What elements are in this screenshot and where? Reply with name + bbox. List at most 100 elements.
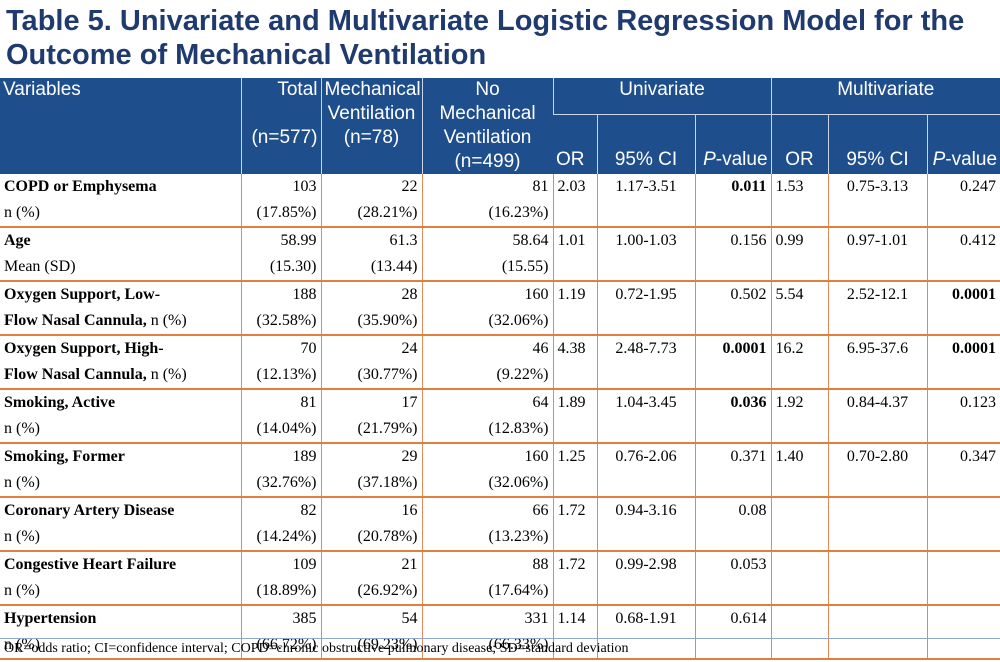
header-mechanical-ventilation: Mechanical Ventilation (n=78) xyxy=(320,78,422,174)
univariate-or-cell: 1.72 xyxy=(552,551,597,605)
multivariate-or-cell: 0.99 xyxy=(770,227,829,281)
table-title: Table 5. Univariate and Multivariate Log… xyxy=(6,5,965,71)
univariate-p-cell: 0.614 xyxy=(694,605,772,659)
univariate-or-cell: 4.38 xyxy=(552,335,597,389)
univariate-p-cell: 0.08 xyxy=(694,497,772,551)
table-row: Smoking, Former n (%) 189 (32.76%) 29 (37.18%… xyxy=(0,443,1000,497)
univariate-p-cell: 0.053 xyxy=(694,551,772,605)
table-row: Coronary Artery Disease n (%) 82 (14.24%) 16… xyxy=(0,497,1000,551)
univariate-or-cell: 1.19 xyxy=(552,281,597,335)
no-mechanical-ventilation-cell: 58.64 (15.55) xyxy=(421,227,553,281)
total-cell: 109 (18.89%) xyxy=(240,551,321,605)
table-row: Age Mean (SD) 58.99 (15.30) 61.3 (13.44) 58.64… xyxy=(0,227,1000,281)
mechanical-ventilation-cell: 17 (21.79%) xyxy=(320,389,422,443)
univariate-p-cell: 0.011 xyxy=(694,174,772,227)
univariate-or-cell: 1.89 xyxy=(552,389,597,443)
univariate-or-cell: 2.03 xyxy=(552,174,597,227)
multivariate-or-cell xyxy=(770,605,829,659)
total-cell: 189 (32.76%) xyxy=(240,443,321,497)
multivariate-or-cell: 1.92 xyxy=(770,389,829,443)
no-mechanical-ventilation-cell: 160 (32.06%) xyxy=(421,281,553,335)
univariate-ci-cell: 0.76-2.06 xyxy=(596,443,695,497)
multivariate-or-cell xyxy=(770,497,829,551)
univariate-ci-cell: 0.94-3.16 xyxy=(596,497,695,551)
univariate-or-cell: 1.25 xyxy=(552,443,597,497)
table-row: Oxygen Support, Low- Flow Nasal Cannula, … xyxy=(0,281,1000,335)
mechanical-ventilation-cell: 28 (35.90%) xyxy=(320,281,422,335)
total-cell: 58.99 (15.30) xyxy=(240,227,321,281)
header-multivariate-or: OR xyxy=(770,113,829,174)
header-no-mechanical-ventilation: No Mechanical Ventilation (n=499) xyxy=(421,78,553,174)
mechanical-ventilation-cell: 54 (69.23%) xyxy=(320,605,422,659)
mechanical-ventilation-cell: 16 (20.78%) xyxy=(320,497,422,551)
header-univariate: Univariate xyxy=(552,78,772,115)
total-cell: 70 (12.13%) xyxy=(240,335,321,389)
multivariate-ci-cell: 0.75-3.13 xyxy=(827,174,928,227)
header-multivariate: Multivariate xyxy=(770,78,1000,115)
no-mechanical-ventilation-cell: 88 (17.64%) xyxy=(421,551,553,605)
multivariate-p-cell xyxy=(926,605,1000,659)
multivariate-ci-cell: 0.84-4.37 xyxy=(827,389,928,443)
no-mechanical-ventilation-cell: 160 (32.06%) xyxy=(421,443,553,497)
variable-cell: Oxygen Support, High- Flow Nasal Cannula,… xyxy=(4,340,187,383)
header-univariate-p: P-value xyxy=(694,113,772,174)
table-row: Smoking, Active n (%) 81 (14.04%) 17 (21.79%)… xyxy=(0,389,1000,443)
regression-table: Variables Total (n=577) Mechanical Ventila… xyxy=(0,78,1000,660)
multivariate-p-cell: 0.347 xyxy=(926,443,1000,497)
table-body: COPD or Emphysema n (%) 103 (17.85%) 22 (28.2… xyxy=(0,174,1000,659)
variable-cell: Oxygen Support, Low- Flow Nasal Cannula, … xyxy=(4,286,187,329)
univariate-or-cell: 1.72 xyxy=(552,497,597,551)
header-multivariate-ci: 95% CI xyxy=(827,113,928,174)
multivariate-ci-cell: 6.95-37.6 xyxy=(827,335,928,389)
variable-cell: Smoking, Active n (%) xyxy=(4,394,116,437)
univariate-ci-cell: 1.04-3.45 xyxy=(596,389,695,443)
no-mechanical-ventilation-cell: 46 (9.22%) xyxy=(421,335,553,389)
variable-cell: Age Mean (SD) xyxy=(4,232,76,275)
multivariate-ci-cell: 0.97-1.01 xyxy=(827,227,928,281)
multivariate-ci-cell xyxy=(827,497,928,551)
header-univariate-ci: 95% CI xyxy=(596,113,695,174)
header-multivariate-p: P-value xyxy=(926,113,1000,174)
univariate-p-cell: 0.371 xyxy=(694,443,772,497)
univariate-or-cell: 1.01 xyxy=(552,227,597,281)
univariate-p-cell: 0.036 xyxy=(694,389,772,443)
mechanical-ventilation-cell: 24 (30.77%) xyxy=(320,335,422,389)
multivariate-or-cell xyxy=(770,551,829,605)
univariate-or-cell: 1.14 xyxy=(552,605,597,659)
header-total: Total (n=577) xyxy=(240,78,321,174)
univariate-p-cell: 0.0001 xyxy=(694,335,772,389)
header-univariate-or: OR xyxy=(553,113,597,174)
multivariate-or-cell: 5.54 xyxy=(770,281,829,335)
variable-cell: Congestive Heart Failure n (%) xyxy=(4,556,177,599)
univariate-ci-cell: 2.48-7.73 xyxy=(596,335,695,389)
no-mechanical-ventilation-cell: 66 (13.23%) xyxy=(421,497,553,551)
univariate-ci-cell: 1.00-1.03 xyxy=(596,227,695,281)
multivariate-or-cell: 1.40 xyxy=(770,443,829,497)
multivariate-ci-cell xyxy=(827,551,928,605)
total-cell: 188 (32.58%) xyxy=(240,281,321,335)
no-mechanical-ventilation-cell: 331 (66.33%) xyxy=(421,605,553,659)
mechanical-ventilation-cell: 21 (26.92%) xyxy=(320,551,422,605)
mechanical-ventilation-cell: 61.3 (13.44) xyxy=(320,227,422,281)
table-row: COPD or Emphysema n (%) 103 (17.85%) 22 (28.2… xyxy=(0,174,1000,227)
univariate-ci-cell: 0.99-2.98 xyxy=(596,551,695,605)
footnote-divider xyxy=(0,638,1000,639)
univariate-ci-cell: 0.72-1.95 xyxy=(596,281,695,335)
footnote: OR=odds ratio; CI=confidence interval; C… xyxy=(4,641,629,656)
variable-cell: Coronary Artery Disease n (%) xyxy=(4,502,175,545)
mechanical-ventilation-cell: 29 (37.18%) xyxy=(320,443,422,497)
no-mechanical-ventilation-cell: 81 (16.23%) xyxy=(421,174,553,227)
total-cell: 103 (17.85%) xyxy=(240,174,321,227)
multivariate-p-cell: 0.0001 xyxy=(926,281,1000,335)
table-row: Hypertension n (%) 385 (66.72%) 54 (69.23%) 33… xyxy=(0,605,1000,659)
multivariate-or-cell: 16.2 xyxy=(770,335,829,389)
multivariate-p-cell xyxy=(926,551,1000,605)
no-mechanical-ventilation-cell: 64 (12.83%) xyxy=(421,389,553,443)
multivariate-p-cell: 0.412 xyxy=(926,227,1000,281)
univariate-p-cell: 0.156 xyxy=(694,227,772,281)
multivariate-p-cell: 0.247 xyxy=(926,174,1000,227)
table-row: Oxygen Support, High- Flow Nasal Cannula,… xyxy=(0,335,1000,389)
multivariate-p-cell: 0.123 xyxy=(926,389,1000,443)
total-cell: 82 (14.24%) xyxy=(240,497,321,551)
variable-cell: Smoking, Former n (%) xyxy=(4,448,125,491)
